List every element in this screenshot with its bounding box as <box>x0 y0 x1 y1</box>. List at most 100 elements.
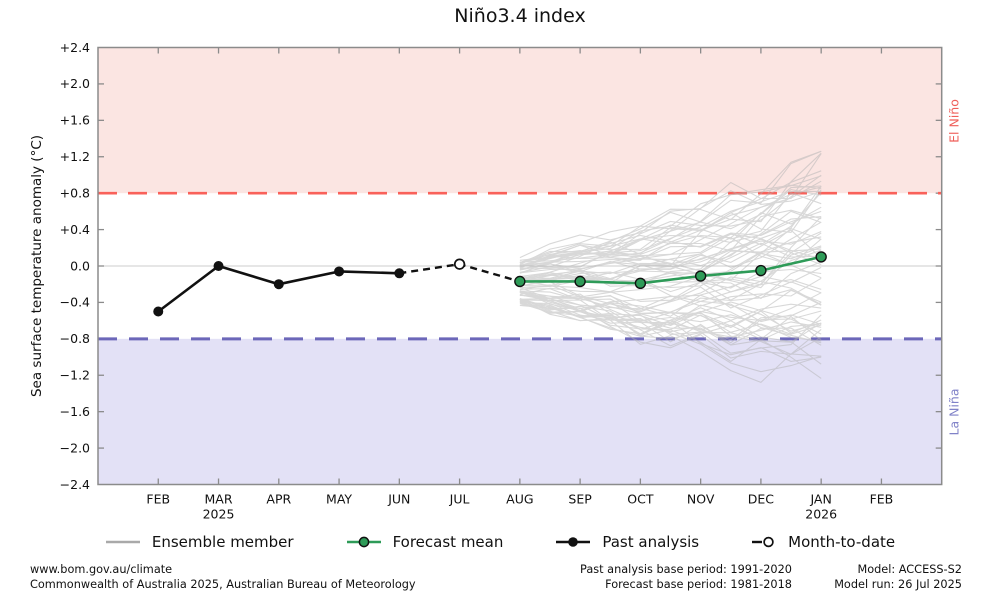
past-analysis-point <box>394 268 405 279</box>
ensemble-member-line <box>519 152 822 264</box>
ensemble-member-line <box>519 302 822 384</box>
y-tick-label: −1.6 <box>60 404 90 419</box>
y-tick-label: −2.0 <box>60 440 90 455</box>
month-label: MAY <box>326 492 352 507</box>
el-nino-band <box>98 47 942 194</box>
forecast-mean-point <box>815 251 827 263</box>
y-tick-label: −0.4 <box>60 295 90 310</box>
el-nino-region-label: El Niño <box>946 99 962 143</box>
legend-label: Forecast mean <box>392 533 504 551</box>
nino34-chart: +2.4 +2.0 +1.6 +1.2 +0.8 +0.4 0.0 −0.4 −0.8 −1.2 −… <box>60 40 943 522</box>
ensemble-member-line <box>519 230 822 273</box>
forecast-mean-point <box>514 275 526 288</box>
la-nina-band <box>98 338 942 485</box>
footer-model-block: Model: ACCESS-S2 Model run: 26 Jul 2025 <box>834 563 962 592</box>
plot-frame <box>97 46 943 486</box>
month-label: DEC <box>748 492 775 507</box>
forecast-mean-point <box>574 275 586 288</box>
ensemble-member-line <box>519 174 822 266</box>
footer-url: www.bom.gov.au/climate <box>30 563 173 576</box>
forecast-mean-point <box>694 270 707 282</box>
forecast-mean-swatch-icon <box>346 536 381 548</box>
footer-model: Model: ACCESS-S2 <box>857 563 962 576</box>
legend-label: Past analysis <box>602 533 700 551</box>
month-to-date-swatch-icon <box>752 536 774 548</box>
past-analysis-point <box>213 261 224 271</box>
y-tick-label: +2.0 <box>60 76 90 91</box>
ensemble-member-line <box>519 249 822 298</box>
legend-label: Ensemble member <box>151 533 294 551</box>
ensemble-member-line <box>519 206 822 263</box>
y-tick-labels: +2.4 +2.0 +1.6 +1.2 +0.8 +0.4 0.0 −0.4 −0.8 −1.2 −… <box>60 40 90 492</box>
ensemble-member-line <box>519 294 822 342</box>
past-analysis-markers <box>153 261 405 317</box>
ensemble-member-line <box>519 289 822 315</box>
forecast-mean-point <box>755 264 767 277</box>
ensemble-member-line <box>519 216 822 286</box>
year-label: 2026 <box>805 507 837 522</box>
ensemble-member-line <box>519 180 822 269</box>
past-analysis-point <box>153 306 164 317</box>
year-label: 2025 <box>203 507 235 522</box>
ensemble-member-line <box>519 210 822 268</box>
page-title: Niño3.4 index <box>454 5 586 27</box>
y-tick-label: +2.4 <box>60 40 90 55</box>
ensemble-member-line <box>519 299 822 354</box>
footer-base-period-block: Past analysis base period: 1991-2020 For… <box>580 563 792 592</box>
axis-ticks <box>98 47 942 485</box>
month-label: OCT <box>627 492 654 507</box>
ensemble-member-line <box>519 299 822 346</box>
footer-model-run: Model run: 26 Jul 2025 <box>834 577 962 591</box>
month-label: JUL <box>449 492 470 507</box>
month-label: APR <box>266 492 291 507</box>
footer-copyright: Commonwealth of Australia 2025, Australi… <box>30 577 416 591</box>
footer-forecast-base-period: Forecast base period: 1981-2018 <box>605 577 792 591</box>
ensemble-member-swatch-icon <box>105 540 140 544</box>
ensemble-member-line <box>519 268 822 302</box>
ensemble-member-line <box>519 209 822 267</box>
y-tick-label: +1.2 <box>60 149 90 164</box>
past-analysis-point <box>334 266 345 277</box>
y-tick-label: −0.8 <box>60 331 90 346</box>
legend-label: Month-to-date <box>788 533 896 551</box>
la-nina-region-label: La Niña <box>946 388 962 436</box>
chart-legend: Ensemble member Forecast mean Past analy… <box>70 529 930 555</box>
forecast-mean-point <box>634 277 647 289</box>
x-tick-labels: FEB MAR APR MAY JUN JUL AUG SEP OCT NOV DEC JAN FEB 2… <box>146 492 893 522</box>
ensemble-member-line <box>519 186 822 274</box>
month-label: JUN <box>387 492 410 507</box>
ensemble-member-line <box>519 150 822 266</box>
month-label: FEB <box>870 492 894 507</box>
ensemble-member-line <box>519 293 822 327</box>
month-to-date-point <box>453 258 466 270</box>
y-tick-label: 0.0 <box>70 258 90 273</box>
y-tick-label: +0.4 <box>60 222 90 237</box>
y-tick-label: −1.2 <box>60 368 90 383</box>
legend-item-ensemble-member: Ensemble member <box>105 533 294 551</box>
y-tick-label: +0.8 <box>60 185 90 200</box>
ensemble-member-line <box>519 236 822 283</box>
footer-source-block: www.bom.gov.au/climate Commonwealth of A… <box>30 563 416 592</box>
ensemble-member-line <box>519 302 822 365</box>
ensemble-member-line <box>519 150 822 264</box>
ensemble-member-line <box>519 297 822 343</box>
ensemble-member-line <box>519 276 822 311</box>
past-analysis-point <box>273 279 284 290</box>
y-tick-label: +1.6 <box>60 113 90 128</box>
forecast-mean-markers <box>514 251 827 289</box>
month-label: FEB <box>146 492 170 507</box>
month-label: NOV <box>687 492 715 507</box>
past-analysis-swatch-icon <box>556 537 591 547</box>
ensemble-member-line <box>519 298 822 373</box>
y-tick-label: −2.4 <box>60 477 90 492</box>
footer-past-base-period: Past analysis base period: 1991-2020 <box>580 563 792 576</box>
legend-item-forecast-mean: Forecast mean <box>346 533 504 551</box>
month-label: JAN <box>809 492 831 507</box>
ensemble-member-line <box>519 251 822 282</box>
month-label: AUG <box>506 492 533 507</box>
month-label: SEP <box>568 492 592 507</box>
ensemble-member-line <box>519 245 822 289</box>
forecast-mean-line <box>519 255 822 285</box>
ensemble-member-line <box>519 300 822 346</box>
legend-item-month-to-date: Month-to-date <box>751 533 895 551</box>
